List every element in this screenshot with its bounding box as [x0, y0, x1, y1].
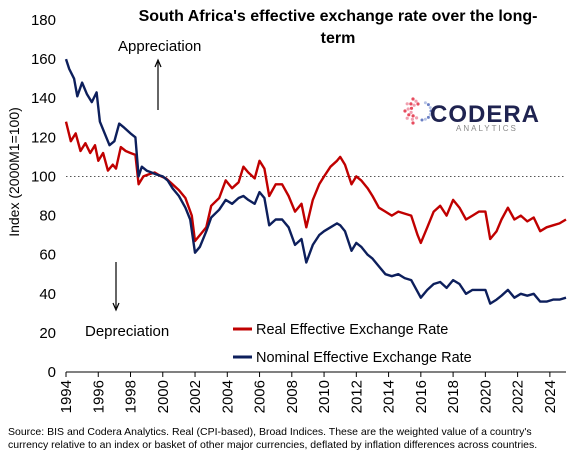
logo-dot [420, 118, 424, 122]
chart-title-line-1: South Africa's effective exchange rate o… [139, 8, 538, 25]
logo-dot [405, 116, 409, 120]
y-tick-label: 100 [31, 168, 56, 185]
x-tick-label: 2012 [348, 380, 365, 413]
x-tick-label: 2016 [413, 380, 430, 413]
up-arrow-icon [154, 58, 162, 110]
y-tick-label: 180 [31, 12, 56, 29]
logo-dot [410, 117, 414, 121]
legend: Real Effective Exchange Rate Nominal Eff… [233, 322, 472, 366]
logo-dot [405, 102, 409, 106]
logo-subtitle: ANALYTICS [456, 124, 518, 133]
y-tick-label: 40 [39, 286, 56, 303]
x-tick-label: 2010 [316, 380, 333, 413]
x-tick-label: 2004 [219, 380, 236, 413]
chart-title-line-2: term [321, 30, 356, 47]
y-tick-label: 140 [31, 90, 56, 107]
y-tick-label: 160 [31, 51, 56, 68]
logo-dot [409, 106, 414, 110]
down-arrow-icon [112, 262, 120, 312]
x-tick-label: 2022 [510, 380, 527, 413]
x-tick-label: 2006 [252, 380, 269, 413]
logo-dot [415, 116, 419, 120]
y-tick-label: 80 [39, 208, 56, 225]
logo-dot [428, 106, 432, 110]
y-tick-label: 60 [39, 247, 56, 264]
x-tick-label: 2020 [477, 380, 494, 413]
logo-dot [428, 112, 432, 116]
logo-dot [426, 115, 430, 119]
x-tick-label: 1998 [123, 380, 140, 413]
x-tick-label: 2008 [284, 380, 301, 413]
logo-dot [406, 107, 410, 111]
logo-dot [414, 99, 418, 103]
logo-dot [409, 110, 413, 114]
x-tick-label: 2014 [381, 380, 398, 413]
logo-dot [411, 121, 415, 125]
y-axis-ticks: 0 20 40 60 80 100 120 140 160 180 [31, 12, 56, 381]
y-axis-title: Index (2000M1=100) [6, 107, 22, 237]
logo-mark-icon [403, 97, 433, 125]
logo-name: CODERA [430, 101, 540, 128]
y-tick-label: 120 [31, 129, 56, 146]
logo-dot [411, 114, 415, 118]
x-tick-label: 2002 [187, 380, 204, 413]
logo-dot [403, 109, 407, 113]
logo-dot [416, 102, 420, 106]
logo-dot [412, 103, 416, 107]
y-tick-label: 0 [48, 364, 56, 381]
source-note: Source: BIS and Codera Analytics. Real (… [8, 426, 538, 451]
series-line-nominal [64, 58, 567, 305]
appreciation-label: Appreciation [118, 38, 201, 55]
logo-dot [409, 102, 413, 106]
x-tick-label: 1996 [90, 380, 107, 413]
y-tick-label: 20 [39, 325, 56, 342]
codera-logo: CODERA ANALYTICS [403, 97, 540, 133]
logo-dot [423, 101, 427, 105]
logo-dot [407, 113, 411, 117]
logo-dot [411, 97, 415, 101]
series-line-real [64, 121, 567, 245]
logo-dot [423, 117, 427, 121]
logo-dot [426, 103, 430, 107]
x-tick-label: 2000 [155, 380, 172, 413]
legend-label-real: Real Effective Exchange Rate [256, 322, 448, 338]
logo-dot [429, 109, 433, 113]
x-tick-label: 2018 [445, 380, 462, 413]
x-tick-label: 2024 [542, 380, 559, 413]
x-tick-label: 1994 [58, 380, 75, 413]
legend-label-nominal: Nominal Effective Exchange Rate [256, 350, 472, 366]
depreciation-label: Depreciation [85, 323, 169, 340]
x-axis-ticks: 1994 1996 1998 2000 2002 2004 2006 2008 2010 2012… [58, 372, 559, 413]
series-layer [64, 58, 567, 305]
